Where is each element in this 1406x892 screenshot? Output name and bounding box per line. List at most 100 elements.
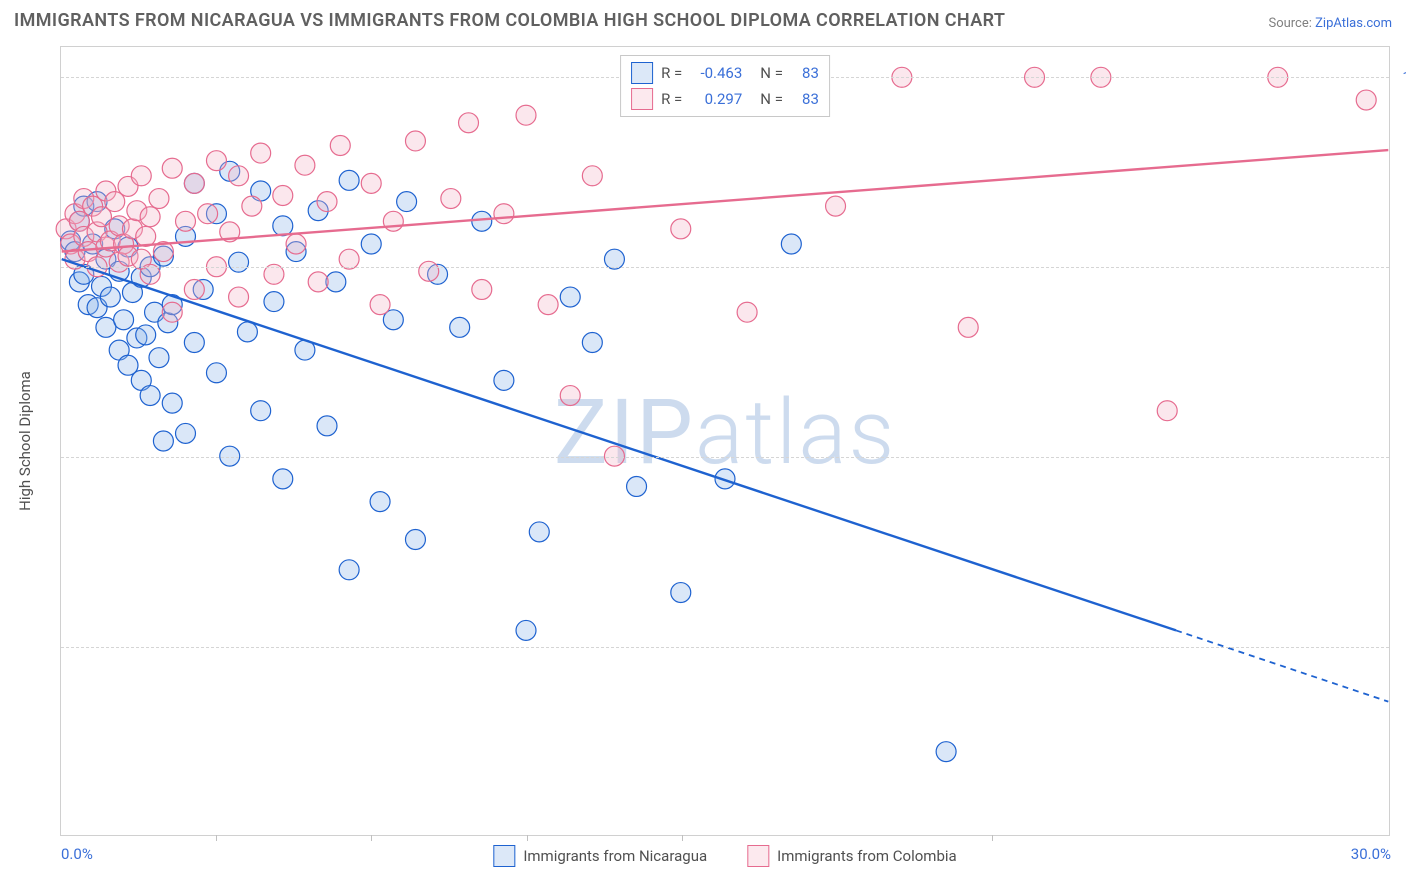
scatter-point-colombia: [494, 204, 514, 224]
y-tick-label: 100.0%: [1398, 68, 1406, 86]
scatter-point-nicaragua: [149, 348, 169, 368]
scatter-point-colombia: [958, 317, 978, 337]
scatter-point-colombia: [441, 189, 461, 209]
scatter-point-colombia: [516, 105, 536, 125]
scatter-point-colombia: [184, 173, 204, 193]
scatter-point-nicaragua: [370, 492, 390, 512]
scatter-point-colombia: [140, 207, 160, 227]
x-tick-minor: [371, 835, 372, 841]
scatter-point-colombia: [286, 234, 306, 254]
scatter-point-nicaragua: [237, 322, 257, 342]
swatch-nicaragua: [631, 62, 653, 84]
scatter-point-nicaragua: [781, 234, 801, 254]
scatter-point-nicaragua: [96, 317, 116, 337]
scatter-point-colombia: [136, 226, 156, 246]
scatter-point-nicaragua: [140, 386, 160, 406]
scatter-point-nicaragua: [229, 252, 249, 272]
scatter-point-nicaragua: [153, 431, 173, 451]
legend-bottom: Immigrants from Nicaragua Immigrants from…: [493, 845, 956, 867]
gridline-h: [61, 457, 1389, 458]
gridline-h: [61, 267, 1389, 268]
legend-swatch-colombia: [747, 845, 769, 867]
scatter-point-colombia: [604, 446, 624, 466]
scatter-point-nicaragua: [317, 416, 337, 436]
scatter-point-nicaragua: [472, 211, 492, 231]
scatter-point-nicaragua: [494, 370, 514, 390]
scatter-point-nicaragua: [264, 292, 284, 312]
scatter-point-nicaragua: [397, 192, 417, 212]
scatter-point-nicaragua: [220, 446, 240, 466]
scatter-point-nicaragua: [405, 530, 425, 550]
legend-swatch-nicaragua: [493, 845, 515, 867]
scatter-plot: [61, 47, 1389, 835]
scatter-point-colombia: [671, 219, 691, 239]
scatter-point-colombia: [826, 196, 846, 216]
scatter-point-colombia: [273, 186, 293, 206]
scatter-point-colombia: [176, 211, 196, 231]
scatter-point-nicaragua: [361, 234, 381, 254]
scatter-point-colombia: [162, 158, 182, 178]
scatter-point-nicaragua: [627, 476, 647, 496]
scatter-point-colombia: [582, 166, 602, 186]
scatter-point-colombia: [538, 295, 558, 315]
scatter-point-colombia: [131, 166, 151, 186]
x-tick-minor: [216, 835, 217, 841]
scatter-point-nicaragua: [671, 583, 691, 603]
scatter-point-colombia: [560, 386, 580, 406]
scatter-point-colombia: [184, 279, 204, 299]
scatter-point-colombia: [361, 173, 381, 193]
scatter-point-nicaragua: [114, 310, 134, 330]
scatter-point-colombia: [370, 295, 390, 315]
scatter-point-colombia: [330, 136, 350, 156]
legend-label: Immigrants from Colombia: [777, 847, 957, 865]
source-link[interactable]: ZipAtlas.com: [1315, 16, 1392, 31]
scatter-point-colombia: [383, 211, 403, 231]
scatter-point-nicaragua: [273, 469, 293, 489]
x-tick-label: 0.0%: [61, 845, 93, 863]
x-tick-minor: [992, 835, 993, 841]
scatter-point-colombia: [206, 151, 226, 171]
scatter-point-nicaragua: [339, 170, 359, 190]
scatter-point-nicaragua: [529, 522, 549, 542]
scatter-point-nicaragua: [339, 560, 359, 580]
scatter-point-colombia: [472, 279, 492, 299]
scatter-point-colombia: [149, 189, 169, 209]
scatter-point-nicaragua: [582, 333, 602, 353]
scatter-point-colombia: [405, 131, 425, 151]
scatter-point-nicaragua: [100, 287, 120, 307]
scatter-point-nicaragua: [184, 333, 204, 353]
scatter-point-colombia: [242, 196, 262, 216]
scatter-point-colombia: [229, 287, 249, 307]
scatter-point-nicaragua: [162, 393, 182, 413]
scatter-point-colombia: [419, 261, 439, 281]
scatter-point-nicaragua: [450, 317, 470, 337]
scatter-point-colombia: [162, 302, 182, 322]
swatch-colombia: [631, 88, 653, 110]
x-tick-label: 30.0%: [1351, 845, 1391, 863]
scatter-point-colombia: [317, 192, 337, 212]
legend-label: Immigrants from Nicaragua: [523, 847, 707, 865]
legend-item-colombia: Immigrants from Colombia: [747, 845, 957, 867]
y-axis-label: High School Diploma: [16, 371, 34, 511]
scatter-point-colombia: [1157, 401, 1177, 421]
scatter-point-colombia: [737, 302, 757, 322]
stats-legend-box: R =-0.463N =83R =0.297N =83: [620, 55, 830, 117]
source-attribution: Source: ZipAtlas.com: [1268, 16, 1392, 31]
scatter-point-nicaragua: [176, 423, 196, 443]
gridline-h: [61, 647, 1389, 648]
scatter-point-nicaragua: [560, 287, 580, 307]
trendline-extension-nicaragua: [1176, 630, 1388, 701]
scatter-point-colombia: [339, 249, 359, 269]
x-tick-minor: [682, 835, 683, 841]
scatter-point-nicaragua: [206, 363, 226, 383]
stats-row-colombia: R =0.297N =83: [631, 86, 819, 112]
scatter-point-nicaragua: [326, 272, 346, 292]
x-tick-minor: [527, 835, 528, 841]
legend-item-nicaragua: Immigrants from Nicaragua: [493, 845, 707, 867]
scatter-point-colombia: [198, 204, 218, 224]
scatter-point-nicaragua: [136, 325, 156, 345]
scatter-point-colombia: [295, 155, 315, 175]
scatter-point-colombia: [459, 113, 479, 133]
scatter-point-colombia: [229, 166, 249, 186]
chart-area: High School Diploma ZIPatlas 62.5%75.0%8…: [60, 46, 1390, 836]
